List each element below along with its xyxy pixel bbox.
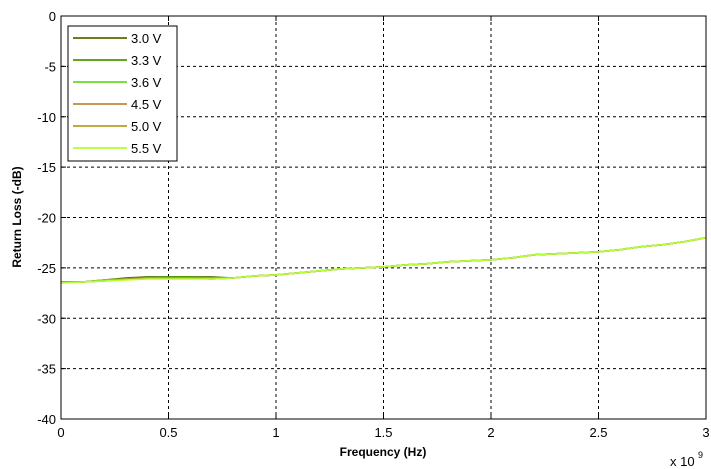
y-axis-label: Return Loss (-dB) bbox=[10, 166, 24, 267]
x-tick-label: 0.5 bbox=[159, 425, 177, 440]
legend-box bbox=[67, 25, 178, 162]
x-tick-label: 2 bbox=[487, 425, 494, 440]
y-tick-label: 0 bbox=[49, 9, 56, 24]
series-line-6 bbox=[60, 236, 707, 284]
y-tick-label: -35 bbox=[37, 362, 56, 377]
x-multiplier-label: x 10 bbox=[670, 454, 695, 469]
series-lines bbox=[60, 236, 707, 284]
y-tick-label: -20 bbox=[37, 211, 56, 226]
legend: 3.0 V 3.3 V 3.6 V 4.5 V 5.0 V 5.5 V bbox=[67, 25, 178, 162]
legend-label-6: 5.5 V bbox=[131, 141, 162, 156]
x-tick-label: 0 bbox=[57, 425, 64, 440]
x-tick-label: 2.5 bbox=[589, 425, 607, 440]
legend-label-4: 4.5 V bbox=[131, 97, 162, 112]
y-tick-label: -15 bbox=[37, 160, 56, 175]
y-tick-label: -5 bbox=[44, 59, 56, 74]
y-tick-label: -10 bbox=[37, 110, 56, 125]
x-multiplier-exponent: 9 bbox=[698, 450, 703, 460]
x-tick-label: 1 bbox=[272, 425, 279, 440]
y-tick-label: -30 bbox=[37, 311, 56, 326]
y-tick-label: -25 bbox=[37, 261, 56, 276]
legend-label-5: 5.0 V bbox=[131, 119, 162, 134]
x-tick-label: 1.5 bbox=[374, 425, 392, 440]
tick-labels: 0 0.5 1 1.5 2 2.5 3 0 -5 -10 -15 -20 -25 -30 -35 -40 bbox=[37, 9, 709, 440]
legend-label-3: 3.6 V bbox=[131, 75, 162, 90]
axis-ticks bbox=[60, 15, 707, 420]
legend-label-1: 3.0 V bbox=[131, 31, 162, 46]
x-axis-label: Frequency (Hz) bbox=[340, 445, 427, 459]
y-tick-label: -40 bbox=[37, 412, 56, 427]
legend-label-2: 3.3 V bbox=[131, 53, 162, 68]
x-tick-label: 3 bbox=[702, 425, 709, 440]
